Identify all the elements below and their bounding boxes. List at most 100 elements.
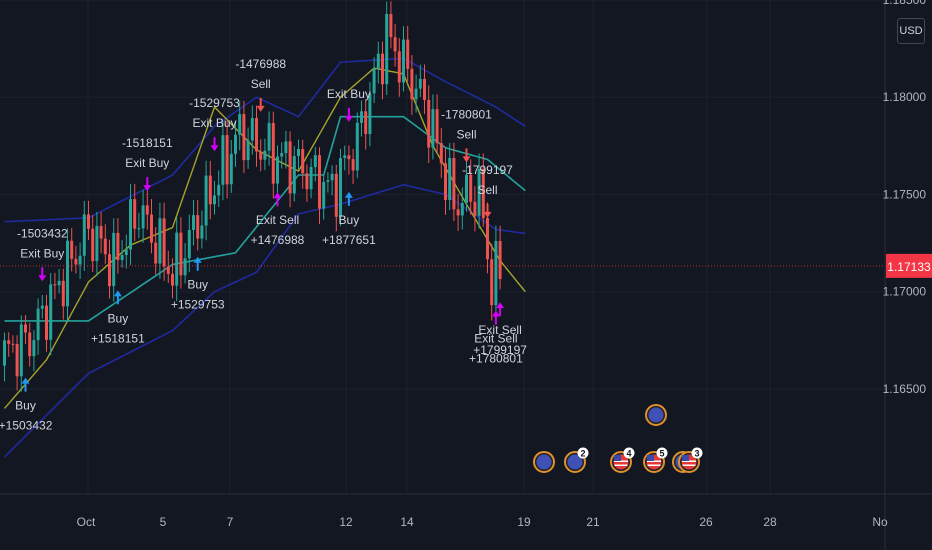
y-tick-label: 1.17500 bbox=[883, 187, 927, 201]
candle-body bbox=[91, 228, 95, 262]
candle bbox=[397, 38, 401, 97]
signal-arrow-down-icon bbox=[483, 203, 492, 218]
candle-body bbox=[103, 238, 107, 255]
signal-label: +1529753 bbox=[171, 298, 225, 312]
candle bbox=[271, 111, 275, 199]
candle-body bbox=[53, 284, 57, 286]
signal-sell: -1799197 Sell bbox=[462, 163, 513, 218]
candle-body bbox=[313, 155, 317, 168]
candle bbox=[477, 153, 481, 229]
candle-body bbox=[330, 173, 334, 181]
candle bbox=[276, 145, 279, 194]
candle-body bbox=[355, 122, 359, 171]
candle-body bbox=[494, 241, 498, 306]
signal-label: Sell bbox=[251, 77, 271, 91]
candle bbox=[229, 140, 233, 193]
signal-label: Buy bbox=[15, 399, 36, 413]
event-marker[interactable]: 4 bbox=[610, 447, 635, 473]
candle-body bbox=[7, 340, 11, 344]
event-count-badge bbox=[577, 447, 589, 459]
candle-body bbox=[368, 93, 372, 135]
candle-body bbox=[137, 228, 141, 230]
x-tick-label: No bbox=[872, 515, 888, 529]
x-tick-label: 5 bbox=[160, 515, 167, 529]
signal-label: Exit Sell bbox=[256, 213, 299, 227]
signal-label: +1799197 bbox=[473, 343, 527, 357]
candle-body bbox=[87, 214, 90, 229]
candle-body bbox=[234, 134, 237, 154]
signal-label: Sell bbox=[477, 183, 497, 197]
candle bbox=[116, 218, 120, 274]
candle bbox=[402, 26, 405, 92]
signal-label: Exit Sell bbox=[474, 332, 517, 346]
economic-events[interactable]: 2 4 5 3 bbox=[533, 404, 703, 473]
us-flag-canton bbox=[682, 455, 689, 461]
candle bbox=[70, 228, 74, 272]
candle bbox=[305, 164, 309, 202]
candle-body bbox=[213, 195, 216, 205]
candle bbox=[19, 315, 23, 392]
candle-body bbox=[465, 174, 468, 204]
candle-body bbox=[171, 273, 174, 286]
candle bbox=[66, 228, 69, 322]
event-marker[interactable]: 2 bbox=[564, 447, 589, 473]
candle bbox=[330, 165, 334, 196]
x-tick-label: 21 bbox=[586, 515, 600, 529]
candle-body bbox=[364, 111, 368, 135]
candle-body bbox=[389, 14, 393, 38]
candle bbox=[456, 193, 460, 231]
candle bbox=[452, 142, 456, 221]
signal-label: Exit Buy bbox=[192, 116, 236, 130]
signal-arrow-up-icon bbox=[496, 302, 505, 317]
candle bbox=[108, 239, 111, 299]
candle bbox=[24, 315, 27, 345]
candle bbox=[372, 57, 376, 103]
signal-label: +1877651 bbox=[322, 233, 376, 247]
signal-sell: -1780801 Sell bbox=[441, 107, 492, 163]
signal-arrow-down-icon bbox=[344, 107, 353, 122]
candle-body bbox=[238, 114, 242, 135]
event-marker[interactable] bbox=[533, 451, 555, 473]
signal-exit-buy: -1529753 Exit Buy bbox=[189, 96, 240, 152]
candle-body bbox=[406, 39, 410, 69]
candle-body bbox=[225, 135, 229, 185]
event-marker[interactable]: 3 bbox=[678, 447, 703, 473]
us-flag-icon bbox=[613, 454, 629, 470]
signal-exit-sell: Exit Sell+1799197 bbox=[473, 302, 527, 357]
candle-body bbox=[242, 114, 246, 161]
candle bbox=[393, 24, 397, 67]
candle-body bbox=[431, 109, 435, 148]
candle-body bbox=[129, 199, 132, 250]
currency-button[interactable]: USD bbox=[897, 18, 925, 44]
us-flag-icon bbox=[646, 454, 662, 470]
signal-buy: Buy +1518151 bbox=[91, 290, 145, 345]
signal-label: Sell bbox=[456, 127, 476, 141]
candle bbox=[7, 332, 11, 357]
signal-label: -1529753 bbox=[189, 96, 240, 110]
signal-label: Buy bbox=[339, 213, 360, 227]
us-flag-stripe bbox=[682, 464, 696, 466]
signal-arrow-down-icon bbox=[210, 137, 219, 152]
event-marker[interactable]: 5 bbox=[643, 447, 668, 473]
candle bbox=[418, 64, 422, 97]
candle-body bbox=[460, 203, 464, 216]
candle bbox=[498, 225, 502, 290]
candle bbox=[318, 147, 321, 224]
candle-body bbox=[334, 173, 338, 217]
candle-body bbox=[196, 215, 200, 239]
candle-body bbox=[402, 39, 405, 83]
x-tick-label: 12 bbox=[339, 515, 353, 529]
candle bbox=[150, 199, 153, 254]
candle bbox=[326, 171, 330, 193]
candle bbox=[133, 183, 137, 241]
signal-label: -1780801 bbox=[441, 107, 492, 121]
event-marker[interactable] bbox=[645, 404, 667, 426]
candle-body bbox=[162, 218, 166, 267]
candle-body bbox=[250, 118, 254, 141]
candle-body bbox=[259, 151, 263, 160]
candle bbox=[154, 227, 158, 275]
signal-exit-sell: Exit Sell +1780801 bbox=[469, 310, 523, 366]
eu-flag-icon bbox=[567, 454, 583, 470]
